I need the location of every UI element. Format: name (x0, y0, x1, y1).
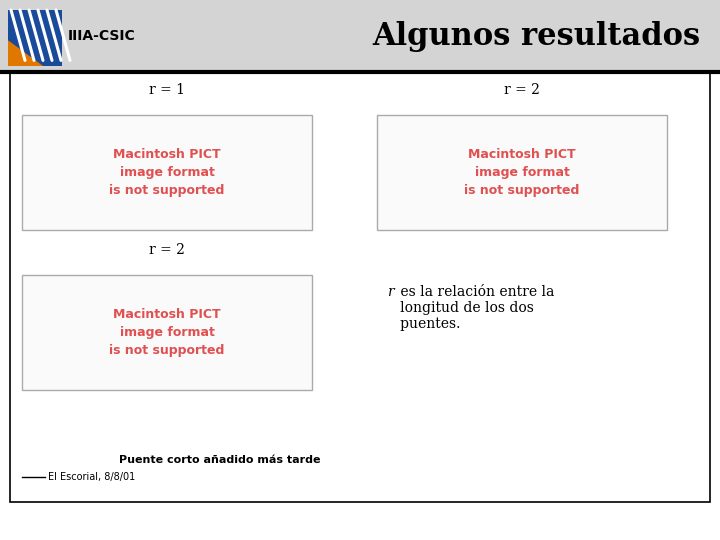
Text: es la relación entre la: es la relación entre la (396, 285, 554, 299)
Text: longitud de los dos: longitud de los dos (387, 301, 534, 315)
Text: Macintosh PICT
image format
is not supported: Macintosh PICT image format is not suppo… (464, 148, 580, 197)
Text: r = 1: r = 1 (149, 83, 185, 97)
Bar (8, 10, 62, 66)
Text: Macintosh PICT
image format
is not supported: Macintosh PICT image format is not suppo… (109, 148, 225, 197)
Bar (10, 72, 710, 502)
Text: Macintosh PICT
image format
is not supported: Macintosh PICT image format is not suppo… (109, 308, 225, 357)
Text: puentes.: puentes. (387, 317, 460, 331)
Text: r = 2: r = 2 (149, 243, 185, 257)
Text: r = 2: r = 2 (504, 83, 540, 97)
Bar (0, 0, 720, 72)
Text: Algunos resultados: Algunos resultados (372, 21, 700, 51)
Text: IIIA-CSIC: IIIA-CSIC (68, 29, 136, 43)
Bar (377, 115, 667, 230)
Bar (22, 275, 312, 390)
Text: r: r (387, 285, 394, 299)
Text: Puente corto añadido más tarde: Puente corto añadido más tarde (120, 455, 320, 465)
Bar (22, 115, 312, 230)
Polygon shape (8, 40, 43, 66)
Text: El Escorial, 8/8/01: El Escorial, 8/8/01 (48, 472, 135, 482)
